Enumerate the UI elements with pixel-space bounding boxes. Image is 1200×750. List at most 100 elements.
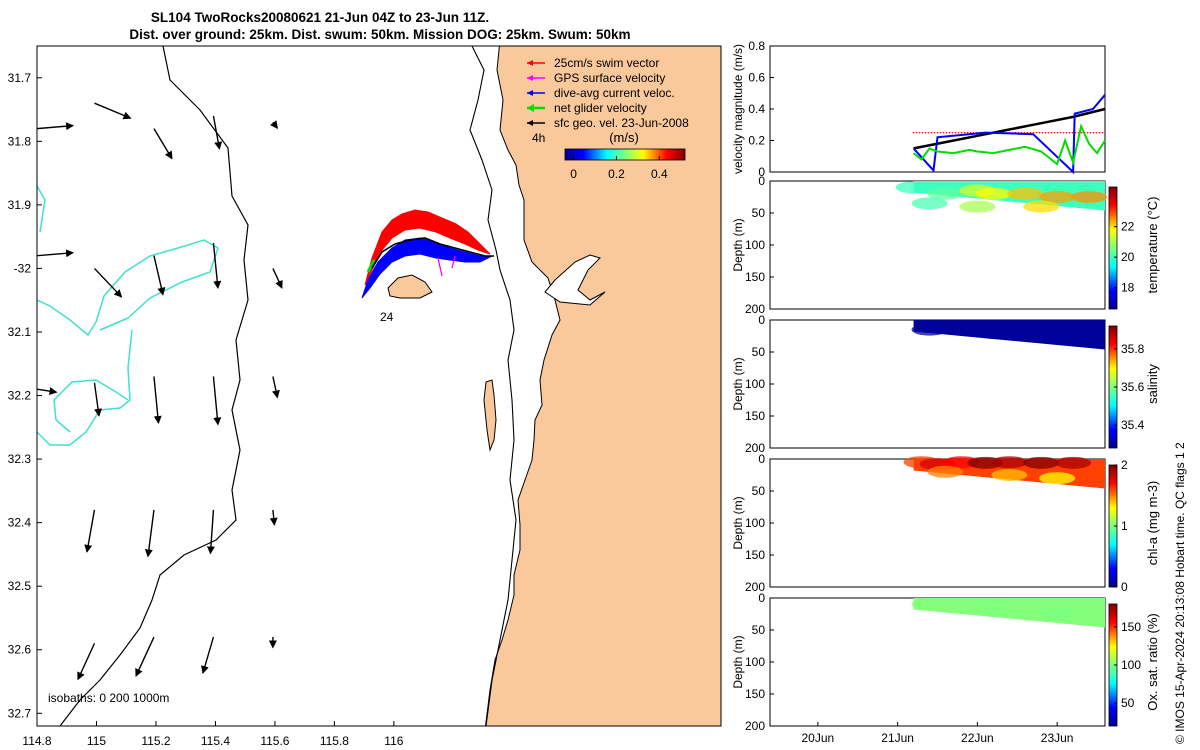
depth-y-tick-label: 200	[745, 441, 765, 455]
depth-panel-2: 0 50 100 150 200 Depth (m) 35.4 35.6 35.8salinit…	[731, 313, 1160, 455]
velocity-series	[912, 94, 1106, 175]
velocity-point	[1056, 131, 1059, 134]
velocity-point	[927, 131, 930, 134]
depth-colorbar	[1108, 186, 1118, 310]
velocity-series-dive_avg	[912, 94, 1106, 175]
velocity-point	[1029, 131, 1032, 134]
depth-sample-point	[1023, 200, 1060, 213]
map-y-tick-label: 32.6	[8, 643, 32, 657]
depth-colorbar-tick-label: 100	[1121, 658, 1141, 672]
time-step-label: 4h	[532, 131, 545, 145]
depth-sample-point	[1039, 330, 1076, 342]
legend-label-net-glider: net glider velocity	[554, 101, 647, 115]
velocity-point	[957, 131, 960, 134]
velocity-y-tick-label: 0.6	[748, 71, 765, 85]
depth-y-tick-label: 100	[745, 655, 765, 669]
depth-colorbar-label: Ox. sat. ratio (%)	[1145, 613, 1160, 711]
depth-y-tick-label: 0	[758, 591, 765, 605]
velocity-panel: 0 0.2 0.4 0.6 0.8 velocity magnitude (m/s)	[731, 39, 1106, 179]
map-x-ticks: 114.8 115 115.2 115.4 115.6 115.8 116	[22, 721, 404, 748]
velocity-point	[939, 131, 942, 134]
geo-velocity-vector	[153, 376, 162, 424]
geo-velocity-vector	[93, 267, 123, 298]
legend-item-gps-velocity: GPS surface velocity	[527, 71, 665, 85]
depth-y-label: Depth (m)	[731, 218, 745, 271]
map-panel: 24 isobaths: 0 200 1000m 4h 25cm/s swim …	[8, 45, 722, 748]
geo-velocity-vector	[212, 376, 222, 426]
velocity-point	[930, 131, 933, 134]
depth-sample-point	[911, 323, 948, 336]
depth-y-tick-label: 100	[745, 377, 765, 391]
isobath-0m	[469, 46, 517, 726]
isobath-200m	[59, 46, 249, 726]
map-y-ticks: 31.7 31.8 31.9 -32 32.1 32.2 32.3 32.4 32.5 32.6 3…	[8, 71, 42, 720]
velocity-point	[1062, 131, 1065, 134]
legend-label-gps-velocity: GPS surface velocity	[554, 71, 665, 85]
legend-item-net-glider: net glider velocity	[527, 101, 647, 115]
legend-label-swim-vector: 25cm/s swim vector	[554, 56, 659, 70]
depth-panel-4: 0 50 100 150 200 Depth (m) 50 100 150 Ox. sat. ra…	[731, 591, 1160, 733]
depth-sample-point	[991, 469, 1028, 481]
depth-y-label: Depth (m)	[731, 635, 745, 688]
velocity-point	[1068, 131, 1071, 134]
velocity-point	[1065, 131, 1068, 134]
depth-y-tick-label: 0	[758, 313, 765, 327]
depth-y-tick-label: 150	[745, 687, 765, 701]
geo-velocity-vector	[269, 509, 278, 526]
depth-colorbar-tick-label: 1	[1121, 519, 1128, 533]
gps-velocity	[437, 255, 456, 277]
velocity-point	[1047, 131, 1050, 134]
map-colorbar	[564, 148, 686, 161]
geo-velocity-vector	[272, 376, 280, 399]
day-label-24: 24	[380, 310, 394, 324]
depth-y-label: Depth (m)	[731, 496, 745, 549]
depth-colorbar-tick-label: 50	[1121, 696, 1135, 710]
depth-panel-3: 0 50 100 150 200 Depth (m) 0 1 2 chl-a (mg m-3)	[731, 452, 1160, 594]
depth-y-tick-label: 200	[745, 719, 765, 733]
depth-sample-point	[911, 598, 948, 611]
velocity-y-label: velocity magnitude (m/s)	[731, 44, 745, 174]
depth-colorbar-tick-label: 2	[1121, 458, 1128, 472]
depth-colorbar-label: salinity	[1145, 364, 1160, 404]
depth-sample-point	[1039, 472, 1076, 485]
velocity-panel-frame	[769, 45, 1106, 173]
velocity-y-tick-label: 0	[758, 165, 765, 179]
geo-velocity-vector	[144, 509, 155, 558]
geo-velocity-vectors	[36, 102, 283, 681]
velocity-point	[942, 131, 945, 134]
velocity-point	[1050, 131, 1053, 134]
map-y-tick-label: -32	[14, 261, 32, 275]
figure-title-line1: SL104 TwoRocks20080621 21-Jun 04Z to 23-…	[151, 10, 489, 25]
depth-sample-point	[927, 187, 964, 200]
map-colorbar-tick-label: 0	[570, 167, 577, 181]
map-colorbar-tick-label: 0.2	[608, 167, 625, 181]
velocity-point	[924, 131, 927, 134]
depth-y-tick-label: 200	[745, 580, 765, 594]
time-x-tick-label: 22Jun	[961, 731, 994, 745]
geo-velocity-vector	[212, 115, 223, 150]
map-y-tick-label: 32.2	[8, 389, 32, 403]
velocity-y-tick-label: 0.8	[748, 39, 765, 53]
velocity-point	[1095, 131, 1098, 134]
velocity-point	[918, 131, 921, 134]
depth-y-tick-label: 150	[745, 270, 765, 284]
velocity-point	[1032, 131, 1035, 134]
depth-sample-point	[975, 604, 1012, 617]
depth-sample-point	[1071, 191, 1108, 203]
map-legend: 25cm/s swim vector GPS surface velocity …	[527, 56, 689, 181]
velocity-point	[966, 131, 969, 134]
swan-river-estuary	[544, 254, 606, 306]
velocity-point	[1098, 131, 1101, 134]
depth-sample-point	[895, 181, 932, 194]
geo-velocity-vector	[36, 122, 74, 131]
legend-label-geo-velocity: sfc geo. vel. 23-Jun-2008	[554, 116, 689, 130]
velocity-point	[912, 131, 915, 134]
time-x-tick-label: 23Jun	[1041, 731, 1074, 745]
isobath-1000m	[37, 185, 219, 446]
depth-colorbar-tick-label: 150	[1121, 620, 1141, 634]
map-y-tick-label: 32.3	[8, 452, 32, 466]
geo-velocity-vector	[94, 102, 132, 120]
velocity-point	[963, 131, 966, 134]
geo-velocity-vector	[153, 255, 166, 296]
